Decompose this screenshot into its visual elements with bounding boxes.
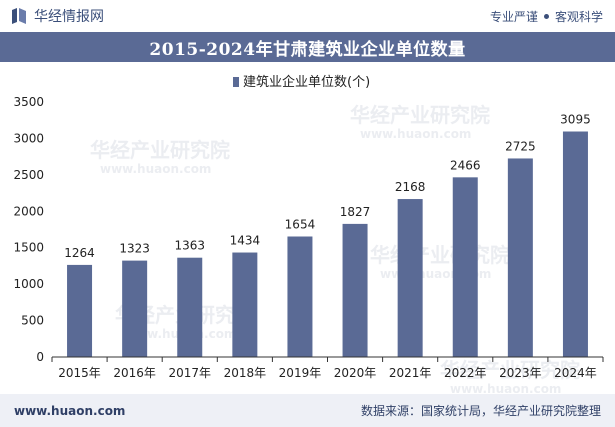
bar-chart: 华经产业研究院www.huaon.com华经产业研究院www.huaon.com…: [13, 74, 604, 394]
y-axis: 0 500 1000 1500 2000 2500 3000 3500: [13, 95, 44, 364]
bar: [507, 158, 533, 357]
x-tick-label: 2016年: [113, 366, 156, 380]
chart-title-bar: 2015-2024年甘肃建筑业企业单位数量: [0, 32, 615, 62]
bar-value-label: 1363: [174, 239, 205, 253]
top-bar: 华经情报网 专业严谨 客观科学: [0, 0, 615, 32]
bar: [452, 177, 478, 357]
huajing-logo-icon: [12, 8, 26, 24]
bar: [232, 252, 258, 357]
bar: [287, 236, 313, 357]
legend-swatch: [233, 77, 239, 87]
bar: [122, 260, 148, 357]
bar-value-label: 2725: [505, 139, 536, 153]
watermark-url: www.huaon.com: [360, 127, 471, 141]
x-tick-label: 2018年: [224, 366, 267, 380]
y-tick-label: 1500: [13, 241, 44, 255]
y-tick-label: 3500: [13, 95, 44, 109]
watermark-url: www.huaon.com: [100, 162, 211, 176]
slogan-right: 客观科学: [554, 9, 603, 24]
bar-value-label: 2168: [395, 180, 426, 194]
brand-name: 华经情报网: [34, 9, 104, 25]
bar-value-label: 1434: [230, 234, 261, 248]
y-tick-label: 1000: [13, 277, 44, 291]
bar: [177, 257, 203, 357]
bar: [342, 223, 368, 357]
watermark-url: www.huaon.com: [450, 382, 561, 394]
legend: 建筑业企业单位数(个): [233, 74, 370, 90]
bar: [67, 264, 93, 357]
x-tick-label: 2023年: [499, 366, 542, 380]
x-tick-label: 2024年: [554, 366, 597, 380]
watermark-text: 华经产业研究院: [350, 103, 490, 127]
chart-title: 2015-2024年甘肃建筑业企业单位数量: [149, 39, 466, 60]
bar-value-label: 1827: [340, 205, 371, 219]
bar-value-label: 1264: [64, 246, 95, 260]
brand[interactable]: 华经情报网: [10, 6, 104, 26]
x-axis: 2015年 2016年 2017年 2018年 2019年 2020年 2021年 2022年…: [51, 356, 604, 380]
footer: www.huaon.com 数据来源：国家统计局，华经产业研究院整理: [0, 394, 615, 427]
x-tick-label: 2021年: [389, 366, 432, 380]
x-tick-label: 2019年: [279, 366, 322, 380]
bar: [397, 199, 423, 357]
y-tick-label: 0: [36, 350, 44, 364]
bar-value-label: 1323: [119, 242, 150, 256]
bar-value-label: 2466: [450, 158, 481, 172]
bar-value-label: 3095: [560, 113, 591, 127]
x-tick-label: 2020年: [334, 366, 377, 380]
x-tick-label: 2022年: [444, 366, 487, 380]
y-tick-label: 500: [21, 314, 44, 328]
bars: 1264 1323 1363 1434 1654 1827 2168 2466 2725 3095: [64, 113, 591, 357]
x-tick-label: 2017年: [168, 366, 211, 380]
bar-value-label: 1654: [285, 217, 316, 231]
watermark-text: 华经产业研究院: [440, 358, 580, 382]
y-tick-label: 2000: [13, 204, 44, 218]
bullet-dot-icon: [543, 13, 549, 19]
footer-website[interactable]: www.huaon.com: [14, 403, 126, 418]
y-tick-label: 2500: [13, 168, 44, 182]
slogan-left: 专业严谨: [489, 9, 538, 24]
watermark-text: 华经产业研究院: [370, 243, 510, 267]
x-tick-label: 2015年: [58, 366, 101, 380]
legend-label: 建筑业企业单位数(个): [243, 74, 370, 90]
footer-source: 数据来源：国家统计局，华经产业研究院整理: [360, 404, 601, 418]
bar: [562, 131, 588, 357]
slogan: 专业严谨 客观科学: [490, 8, 603, 25]
y-tick-label: 3000: [13, 131, 44, 145]
watermark-text: 华经产业研究院: [90, 138, 230, 162]
